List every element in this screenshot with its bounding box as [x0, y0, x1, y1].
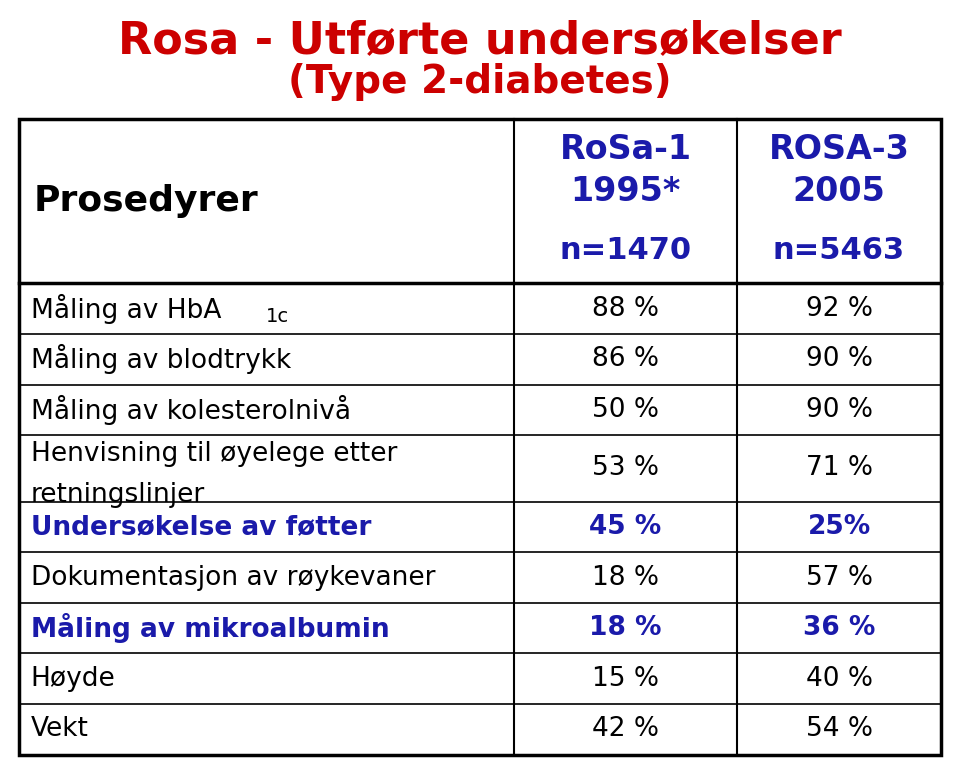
Text: Høyde: Høyde — [31, 666, 115, 692]
Text: 36 %: 36 % — [803, 615, 876, 641]
Text: 90 %: 90 % — [805, 397, 873, 423]
Text: 54 %: 54 % — [805, 716, 873, 742]
Text: 1c: 1c — [266, 307, 289, 326]
Text: 92 %: 92 % — [805, 296, 873, 322]
Text: 53 %: 53 % — [592, 456, 659, 481]
Text: ROSA-3: ROSA-3 — [769, 133, 909, 165]
Text: 88 %: 88 % — [592, 296, 659, 322]
Text: Undersøkelse av føtter: Undersøkelse av føtter — [31, 514, 372, 540]
Text: 71 %: 71 % — [805, 456, 873, 481]
Text: n=1470: n=1470 — [560, 236, 691, 265]
Text: 1995*: 1995* — [570, 175, 681, 208]
Text: Måling av blodtrykk: Måling av blodtrykk — [31, 344, 291, 375]
Text: (Type 2-diabetes): (Type 2-diabetes) — [288, 63, 672, 101]
Text: Måling av HbA: Måling av HbA — [31, 293, 221, 324]
Text: n=5463: n=5463 — [773, 236, 905, 265]
Text: RoSa-1: RoSa-1 — [560, 133, 691, 165]
Text: Rosa - Utførte undersøkelser: Rosa - Utførte undersøkelser — [118, 19, 842, 62]
Text: 86 %: 86 % — [592, 346, 659, 372]
Text: Dokumentasjon av røykevaner: Dokumentasjon av røykevaner — [31, 565, 435, 591]
Text: 90 %: 90 % — [805, 346, 873, 372]
Text: retningslinjer: retningslinjer — [31, 483, 205, 509]
Text: 40 %: 40 % — [805, 666, 873, 692]
Text: 15 %: 15 % — [592, 666, 659, 692]
Text: Henvisning til øyelege etter: Henvisning til øyelege etter — [31, 440, 397, 466]
Text: 42 %: 42 % — [592, 716, 659, 742]
Text: Vekt: Vekt — [31, 716, 88, 742]
Text: 25%: 25% — [807, 514, 871, 540]
Text: 45 %: 45 % — [589, 514, 661, 540]
Text: 18 %: 18 % — [589, 615, 661, 641]
Text: 18 %: 18 % — [592, 565, 659, 591]
Text: Prosedyrer: Prosedyrer — [34, 184, 258, 218]
Text: 2005: 2005 — [793, 175, 885, 208]
Text: Måling av kolesterolnivå: Måling av kolesterolnivå — [31, 394, 350, 425]
Text: 50 %: 50 % — [592, 397, 659, 423]
Text: Måling av mikroalbumin: Måling av mikroalbumin — [31, 613, 390, 643]
Text: 57 %: 57 % — [805, 565, 873, 591]
